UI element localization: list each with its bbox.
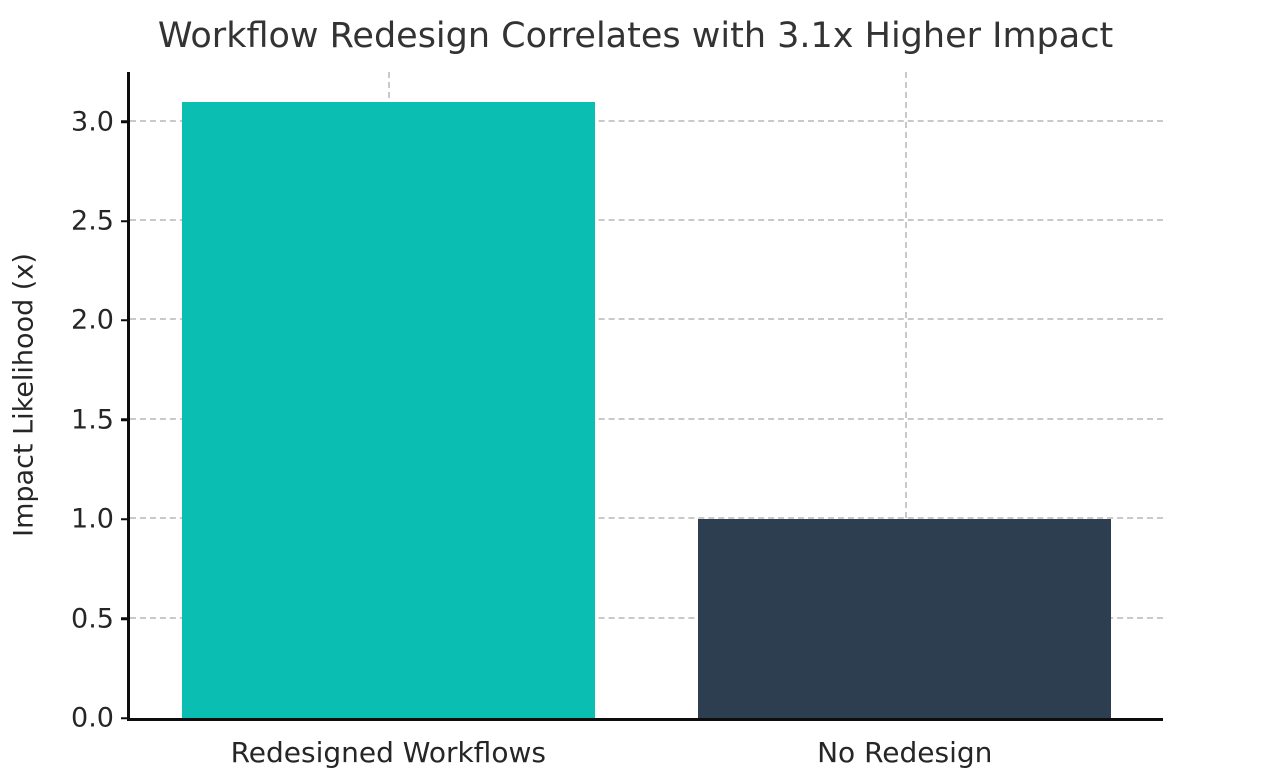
- x-tick-label-no-redesign: No Redesign: [817, 736, 993, 769]
- y-tick-mark: [121, 418, 130, 422]
- bar-redesigned-workflows: [181, 101, 595, 718]
- plot-area: 0.0 0.5 1.0 1.5 2.0 2.5 3.0 Redesigned Workflow…: [71, 72, 1163, 769]
- bar-no-redesign: [698, 519, 1112, 718]
- y-tick-label: 2.0: [71, 304, 114, 336]
- gridline-horizontal: [130, 616, 1163, 619]
- gridline-horizontal: [130, 219, 1163, 222]
- y-tick-mark: [121, 319, 130, 322]
- gridline-horizontal: [130, 119, 1163, 122]
- gridline-horizontal: [130, 517, 1163, 520]
- y-tick-label: 3.0: [71, 106, 114, 138]
- y-tick-label: 2.5: [71, 205, 114, 237]
- y-tick-mark: [121, 517, 130, 521]
- y-tick-mark: [121, 120, 130, 123]
- y-tick-mark: [121, 617, 130, 620]
- y-tick-label: 1.5: [71, 404, 114, 436]
- y-tick-label: 0.5: [71, 603, 114, 635]
- gridline-vertical: [904, 72, 907, 718]
- y-tick-label: 1.0: [71, 503, 114, 535]
- x-tick-label-redesigned-workflows: Redesigned Workflows: [230, 736, 546, 769]
- y-tick-mark: [121, 716, 130, 720]
- y-tick-label: 0.0: [71, 702, 114, 734]
- y-axis-label: Impact Likelihood (x): [8, 253, 40, 537]
- gridline-horizontal: [130, 417, 1163, 420]
- gridline-horizontal: [130, 318, 1163, 321]
- chart-title: Workflow Redesign Correlates with 3.1x H…: [157, 16, 1114, 56]
- y-tick-mark: [121, 219, 130, 223]
